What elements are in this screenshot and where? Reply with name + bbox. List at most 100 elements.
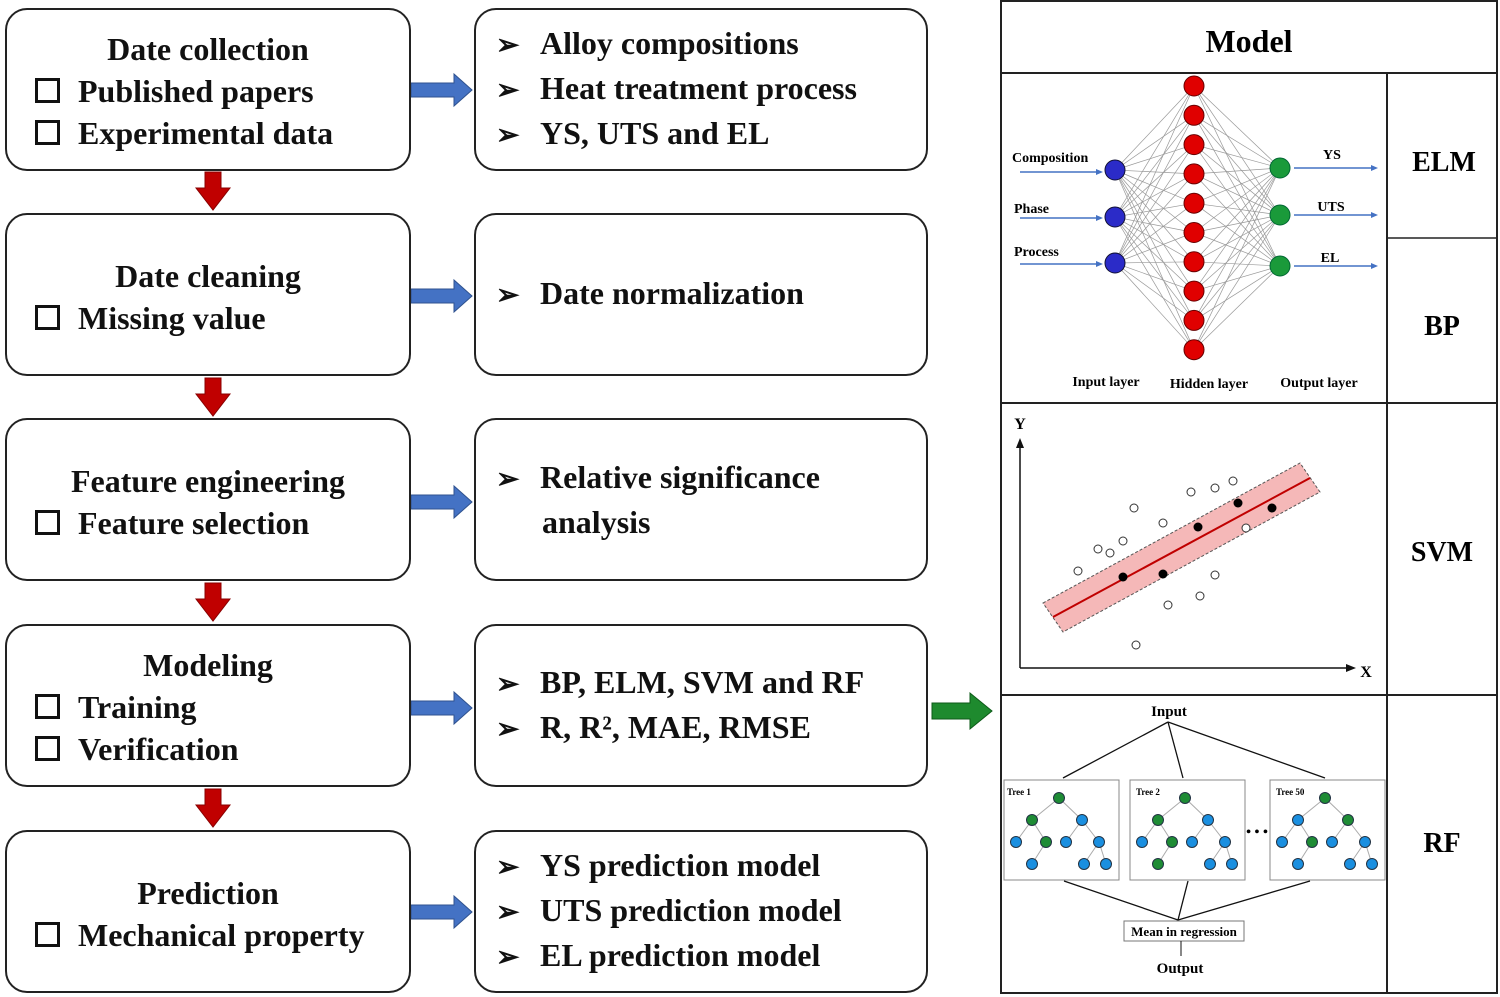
tree-node [1166, 836, 1178, 848]
item-label: Published papers [78, 73, 314, 109]
rf-output-label: Output [1157, 961, 1204, 977]
checkbox-icon [35, 694, 60, 719]
connection [1114, 144, 1195, 264]
connection [1114, 261, 1195, 264]
checkbox-item: Experimental data [31, 112, 385, 154]
tree-label: Tree 1 [1007, 787, 1031, 797]
connection [1114, 115, 1195, 171]
connection [1193, 144, 1281, 169]
arrow-bullet-icon: ➢ [496, 30, 520, 61]
x-axis-arrowhead [1346, 664, 1356, 672]
hidden-node [1183, 192, 1205, 214]
hidden-node [1183, 280, 1205, 302]
checkbox-icon [35, 305, 60, 330]
hidden-node [1183, 134, 1205, 156]
bullet-item: ➢ Relative significance [496, 456, 906, 501]
checkbox-item: Published papers [31, 70, 385, 112]
connection [1193, 214, 1281, 263]
support-vector [1267, 503, 1277, 513]
connection [1193, 202, 1281, 216]
bullet-text: UTS prediction model [540, 892, 842, 928]
bullet-text: R, R², MAE, RMSE [540, 708, 811, 745]
bullet-item: ➢ R, R², MAE, RMSE [496, 706, 906, 751]
red-down-arrow [194, 788, 232, 828]
connection [1114, 85, 1195, 218]
input-label: Phase [1014, 202, 1049, 217]
bullet-text: Date normalization [540, 275, 804, 311]
tree-node [1060, 836, 1072, 848]
mean-box [1123, 920, 1245, 942]
tree-node [1152, 814, 1164, 826]
input-node [1104, 206, 1126, 228]
blue-right-arrow [410, 894, 473, 930]
hidden-node [1183, 163, 1205, 185]
data-point [1210, 570, 1220, 580]
ellipsis: • • • [1246, 825, 1268, 840]
arrowhead [1096, 261, 1103, 267]
connection [1114, 262, 1195, 321]
model-label-rf: RF [1423, 828, 1460, 859]
red-down-arrow [194, 377, 232, 417]
tree-node [1276, 836, 1288, 848]
layer-label: Input layer [1072, 375, 1139, 390]
connection [1193, 115, 1281, 267]
connection [1114, 232, 1195, 264]
arrowhead [1096, 169, 1103, 175]
arrow-bullet-icon: ➢ [496, 464, 520, 495]
hidden-node [1183, 251, 1205, 273]
tree-box [1269, 779, 1386, 881]
data-point [1118, 536, 1128, 546]
connection [1193, 214, 1281, 292]
connection [1193, 167, 1281, 350]
hidden-node [1183, 309, 1205, 331]
arrowhead [1371, 263, 1378, 269]
arrow-bullet-icon: ➢ [496, 280, 520, 311]
connection [1193, 167, 1281, 175]
panel-title: Model [1205, 23, 1292, 59]
connection [1193, 265, 1281, 321]
data-point [1129, 503, 1139, 513]
item-label: Feature selection [78, 505, 310, 541]
tree-node [1093, 836, 1105, 848]
step-title: Feature engineering [70, 463, 345, 499]
x-axis-label: X [1360, 664, 1372, 681]
step-data-cleaning: Date cleaning Missing value [5, 213, 411, 376]
connection [1114, 144, 1195, 171]
arrow-bullet-icon: ➢ [496, 713, 520, 745]
bullet-text-continued: analysis [542, 504, 651, 540]
tree-node [1136, 836, 1148, 848]
connection [1114, 115, 1195, 218]
blue-right-arrow [410, 278, 473, 314]
random-forest-diagram: Input Tree 1 Tree 2 Tree 50 • • • Mean i… [1003, 704, 1386, 977]
connection [1193, 173, 1281, 216]
connection [1114, 173, 1195, 218]
item-label: Experimental data [78, 115, 334, 151]
data-point [1195, 591, 1205, 601]
item-label: Mechanical property [78, 917, 365, 953]
hidden-node [1183, 75, 1205, 97]
checkbox-icon [35, 78, 60, 103]
checkbox-item: Feature selection [31, 502, 385, 544]
support-vector [1158, 569, 1168, 579]
layer-label: Hidden layer [1170, 377, 1248, 392]
model-label-svm: SVM [1411, 537, 1473, 568]
tree-node [1204, 858, 1216, 870]
support-vector [1193, 522, 1203, 532]
rf-edge [1177, 880, 1189, 921]
step-title: Modeling [143, 647, 273, 683]
data-point [1228, 476, 1238, 486]
rf-edge [1167, 721, 1326, 779]
connection [1114, 173, 1195, 264]
connection [1193, 115, 1281, 169]
arrowhead [1371, 212, 1378, 218]
tree-node [1219, 836, 1231, 848]
rf-edge [1177, 880, 1311, 921]
connection [1193, 265, 1281, 292]
arrow-bullet-icon: ➢ [496, 897, 520, 928]
connection [1193, 202, 1281, 267]
tree-node [1179, 792, 1191, 804]
detail-prediction: ➢ YS prediction model ➢ UTS prediction mod… [474, 830, 928, 993]
layer-label: Output layer [1280, 376, 1357, 391]
tree-node [1040, 836, 1052, 848]
bullet-item: ➢ YS, UTS and EL [496, 112, 906, 157]
